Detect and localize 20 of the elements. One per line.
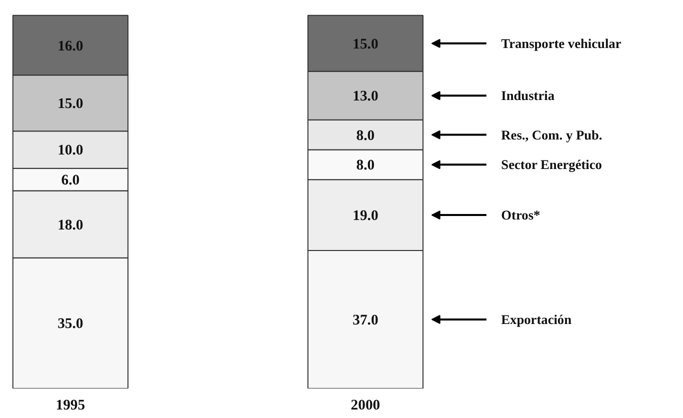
data-label: 10.0 xyxy=(58,142,84,159)
text: Otros* xyxy=(501,208,540,223)
data-label: 13.0 xyxy=(352,88,378,105)
text: Transporte vehicular xyxy=(501,36,622,51)
data-label: 35.0 xyxy=(58,316,84,332)
x-tick-label: 2000 xyxy=(350,398,380,414)
data-label: 19.0 xyxy=(352,208,378,224)
data-label: 8.0 xyxy=(356,128,375,144)
data-label: 8.0 xyxy=(356,158,375,174)
data-label: 15.0 xyxy=(58,96,84,112)
data-label: 18.0 xyxy=(58,217,84,234)
text: Sector Energético xyxy=(501,157,602,172)
data-label: 6.0 xyxy=(61,172,80,189)
text: Industria xyxy=(501,88,555,104)
data-label: 37.0 xyxy=(352,312,378,328)
text: Exportación xyxy=(501,312,572,327)
text: Res., Com. y Pub. xyxy=(501,127,602,142)
data-label: 15.0 xyxy=(352,36,378,52)
data-label: 16.0 xyxy=(58,38,84,54)
x-tick-label: 1995 xyxy=(56,398,86,414)
